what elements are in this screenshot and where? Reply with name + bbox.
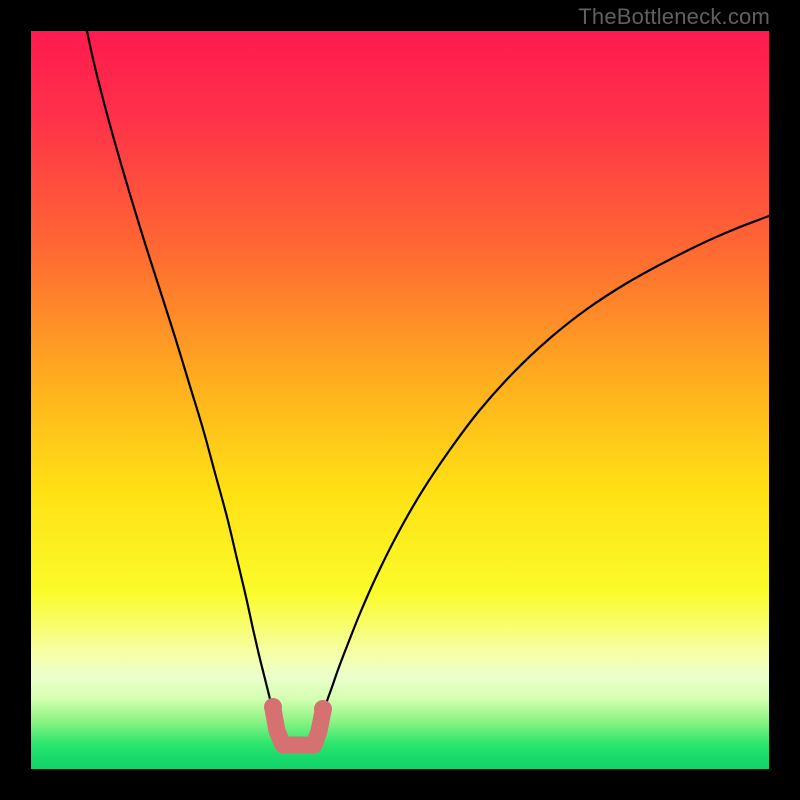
bottleneck-curve-right: [323, 216, 769, 713]
watermark-text: TheBottleneck.com: [578, 4, 770, 30]
bottleneck-curve-left: [87, 31, 274, 713]
trough-marker-dot-right: [314, 700, 332, 718]
chart-frame: TheBottleneck.com: [0, 0, 800, 800]
trough-marker-line: [273, 709, 323, 745]
border-right: [769, 0, 800, 800]
border-bottom: [0, 769, 800, 800]
plot-area: [31, 31, 769, 769]
curve-layer: [31, 31, 769, 769]
trough-marker-dot-left: [264, 698, 282, 716]
border-left: [0, 0, 31, 800]
